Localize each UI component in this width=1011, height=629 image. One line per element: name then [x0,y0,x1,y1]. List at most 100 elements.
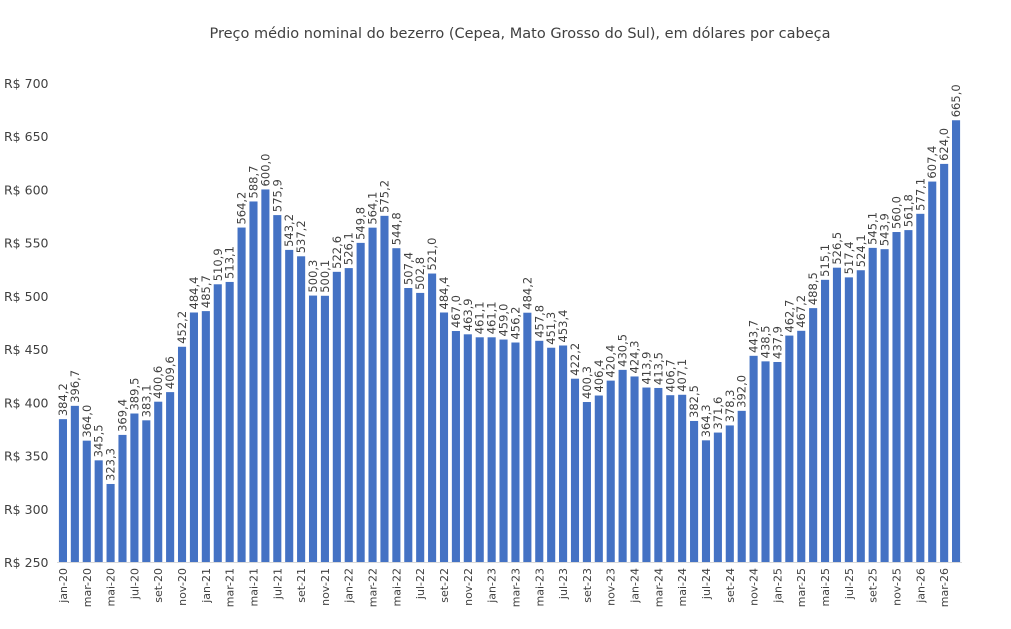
data-label: 400,6 [151,366,165,399]
x-tick-label: mar-21 [224,568,237,607]
x-tick-label: mai-25 [819,568,832,606]
data-label: 549,8 [354,207,368,240]
bar [273,215,282,563]
bar [916,213,925,562]
bar [213,284,222,562]
x-tick-label: set-22 [438,568,451,603]
bar [856,270,865,562]
x-tick-label: set-24 [724,568,737,603]
bar [308,295,318,562]
data-label: 517,4 [842,241,856,274]
bar [368,227,377,562]
data-label: 371,6 [711,397,725,430]
bar [201,311,210,562]
data-label: 459,0 [497,304,511,337]
bar [344,268,353,562]
bar [761,361,770,562]
y-tick-label: R$ 700 [4,76,49,91]
data-label: 406,7 [663,359,677,392]
data-label: 545,1 [866,212,880,245]
bar [809,308,818,562]
data-label: 561,8 [901,194,915,227]
x-tick-label: set-25 [867,568,880,603]
bar [82,440,91,562]
bar [166,392,175,562]
bar [880,249,889,562]
chart-title: Preço médio nominal do bezerro (Cepea, M… [209,26,830,42]
data-label: 467,2 [794,295,808,328]
x-tick-label: jan-21 [200,568,213,604]
bar [940,163,949,563]
bar [606,380,615,562]
data-label: 382,5 [687,385,701,418]
x-tick-label: jan-22 [343,568,356,604]
bar [690,420,699,562]
data-label: 378,3 [723,389,737,422]
data-label: 526,1 [342,232,356,265]
data-label: 457,8 [532,305,546,338]
bar [225,281,234,562]
x-tick-label: nov-22 [462,568,475,606]
x-tick-label: mar-22 [367,568,380,607]
bar [392,248,401,562]
x-tick-label: mai-24 [676,568,689,606]
bar [737,410,746,562]
x-tick-label: nov-23 [605,568,618,606]
bar [475,337,484,562]
bar [928,181,937,562]
y-tick-label: R$ 450 [4,342,49,357]
bar [773,361,782,562]
data-label: 485,7 [199,275,213,308]
bar [332,271,341,562]
x-tick-label: set-23 [581,568,594,603]
data-label: 364,0 [80,405,94,438]
bar [642,387,651,562]
bar [118,434,127,562]
data-label: 521,0 [425,238,439,271]
data-label: 437,9 [770,326,784,359]
x-tick-label: mar-24 [652,568,665,607]
data-label: 522,6 [330,236,344,269]
bar [666,395,675,562]
data-label: 407,1 [675,359,689,392]
bar [821,279,830,562]
data-label: 502,8 [413,257,427,290]
data-label: 564,2 [235,192,249,225]
bar [654,387,663,562]
bar [94,460,103,562]
bar [570,378,580,562]
bar [106,483,115,562]
data-label: 543,9 [878,213,892,246]
bar [630,376,639,562]
x-tick-label: jan-26 [914,568,927,604]
data-label: 575,2 [377,180,391,213]
y-tick-label: R$ 500 [4,289,49,304]
bar [297,256,306,562]
bar [439,312,449,562]
data-label: 413,9 [639,352,653,385]
data-label: 484,4 [187,277,201,310]
x-tick-label: mai-23 [533,568,546,606]
x-tick-label: jan-24 [629,568,642,604]
data-label: 345,5 [92,424,106,457]
bar [249,201,258,563]
bar [582,402,591,562]
bar [832,267,842,562]
bar [177,346,187,562]
x-tick-label: jul-23 [557,568,570,600]
x-tick-label: nov-24 [748,568,761,606]
bar [535,340,544,562]
bar [523,312,532,562]
x-tick-label: mar-20 [81,568,94,607]
data-label: 544,8 [389,212,403,245]
data-label: 624,0 [937,128,951,161]
bar [154,401,163,562]
data-label: 510,9 [211,248,225,281]
x-tick-label: mar-23 [509,568,522,607]
data-label: 560,0 [890,196,904,229]
bar [356,242,365,562]
bar [237,227,246,562]
bar [951,120,961,562]
